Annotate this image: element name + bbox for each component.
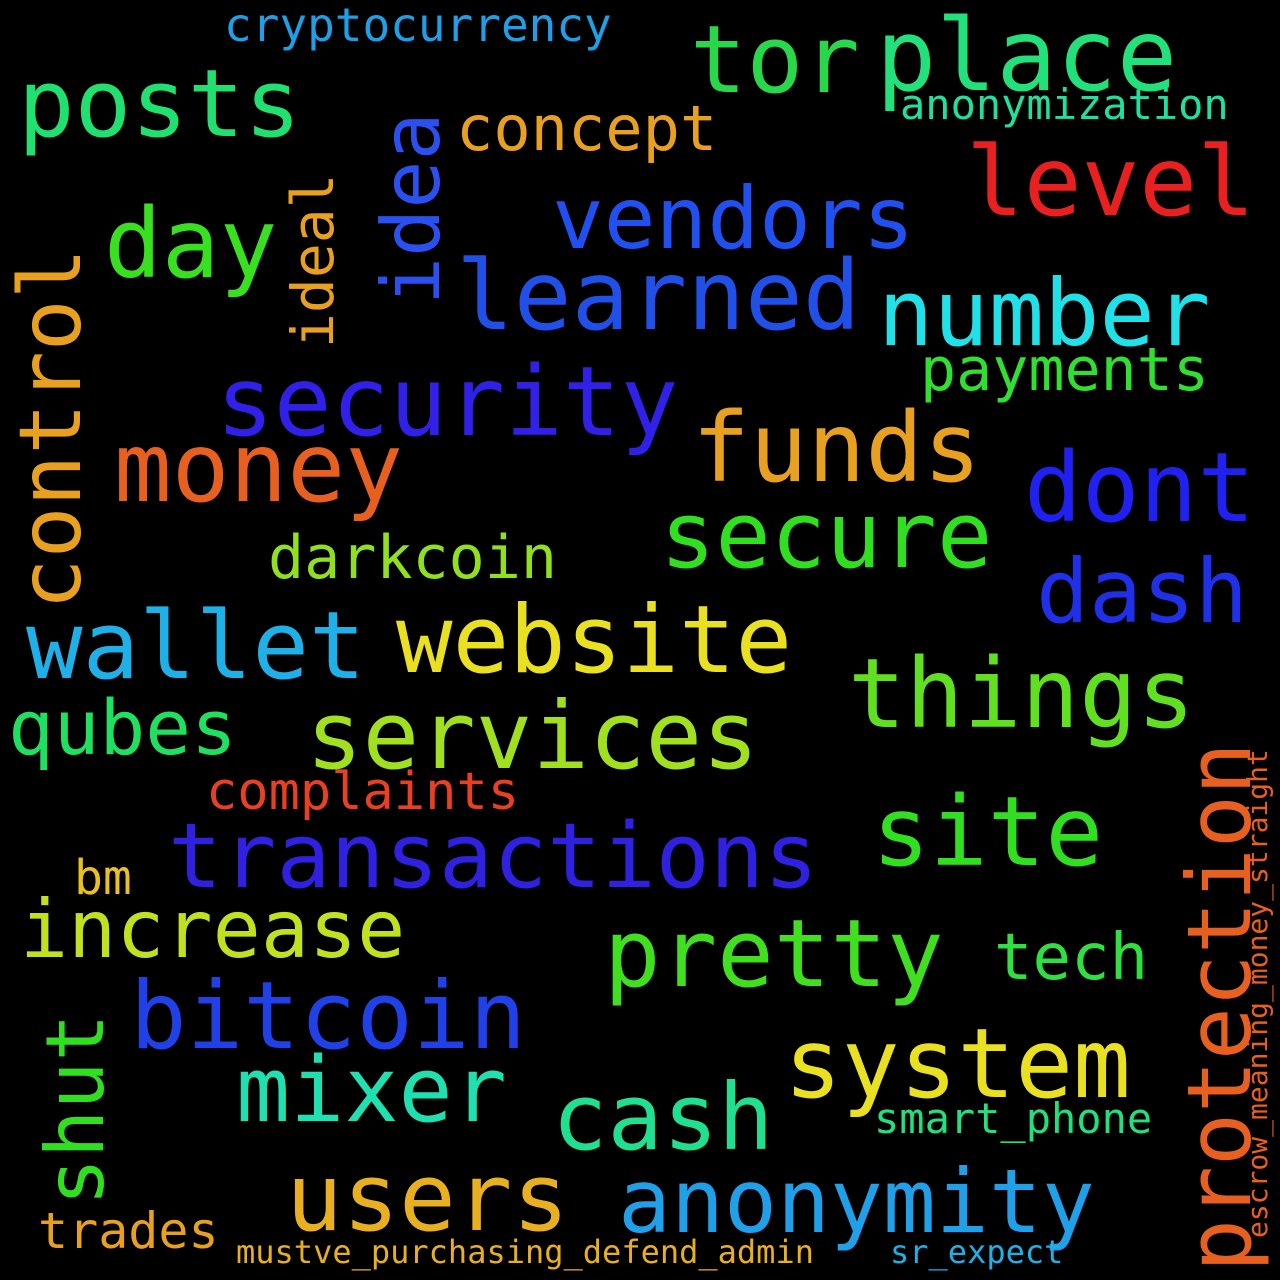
word-escrow-meaning-money-straight: escrow_meaning_money_straight	[1241, 749, 1274, 1238]
word-day: day	[104, 188, 278, 300]
word-anonymity: anonymity	[618, 1150, 1095, 1253]
word-wallet: wallet	[26, 592, 366, 701]
word-secure: secure	[660, 482, 993, 589]
word-control: control	[1, 247, 101, 610]
word-things: things	[848, 638, 1195, 750]
word-mixer: mixer	[236, 1038, 507, 1143]
word-security: security	[216, 346, 679, 458]
word-dash: dash	[1036, 540, 1248, 643]
word-payments: payments	[920, 335, 1209, 405]
word-concept: concept	[456, 92, 718, 165]
word-vendors: vendors	[552, 169, 915, 269]
word-posts: posts	[18, 50, 301, 159]
word-mustve-purchasing-defend-admin: mustve_purchasing_defend_admin	[236, 1233, 814, 1271]
word-darkcoin: darkcoin	[268, 523, 557, 593]
word-place: place	[876, 0, 1178, 114]
word-money: money	[114, 412, 403, 524]
word-cryptocurrency: cryptocurrency	[224, 0, 612, 52]
word-services: services	[306, 682, 759, 791]
word-anonymization: anonymization	[900, 80, 1229, 129]
word-bitcoin: bitcoin	[130, 962, 527, 1071]
word-learned: learned	[456, 240, 861, 352]
word-funds: funds	[692, 392, 981, 504]
word-complaints: complaints	[206, 762, 520, 822]
word-sr-expect: sr_expect	[890, 1233, 1064, 1271]
word-system: system	[784, 1008, 1131, 1120]
word-bm: bm	[74, 850, 132, 906]
word-tor: tor	[690, 6, 860, 115]
word-site: site	[872, 776, 1104, 888]
word-increase: increase	[20, 883, 406, 976]
word-idea: idea	[365, 112, 458, 305]
word-transactions: transactions	[168, 804, 819, 909]
word-website: website	[396, 586, 793, 695]
word-smart-phone: smart_phone	[874, 1094, 1153, 1143]
word-number: number	[878, 260, 1211, 367]
word-dont: dont	[1024, 432, 1256, 544]
word-users: users	[286, 1144, 569, 1253]
word-tech: tech	[994, 921, 1149, 995]
word-ideal: ideal	[279, 173, 347, 348]
word-shut: shut	[29, 1013, 122, 1206]
word-level: level	[966, 126, 1255, 238]
word-cash: cash	[552, 1064, 774, 1171]
word-qubes: qubes	[8, 683, 237, 772]
word-trades: trades	[38, 1202, 219, 1260]
word-pretty: pretty	[604, 900, 944, 1009]
